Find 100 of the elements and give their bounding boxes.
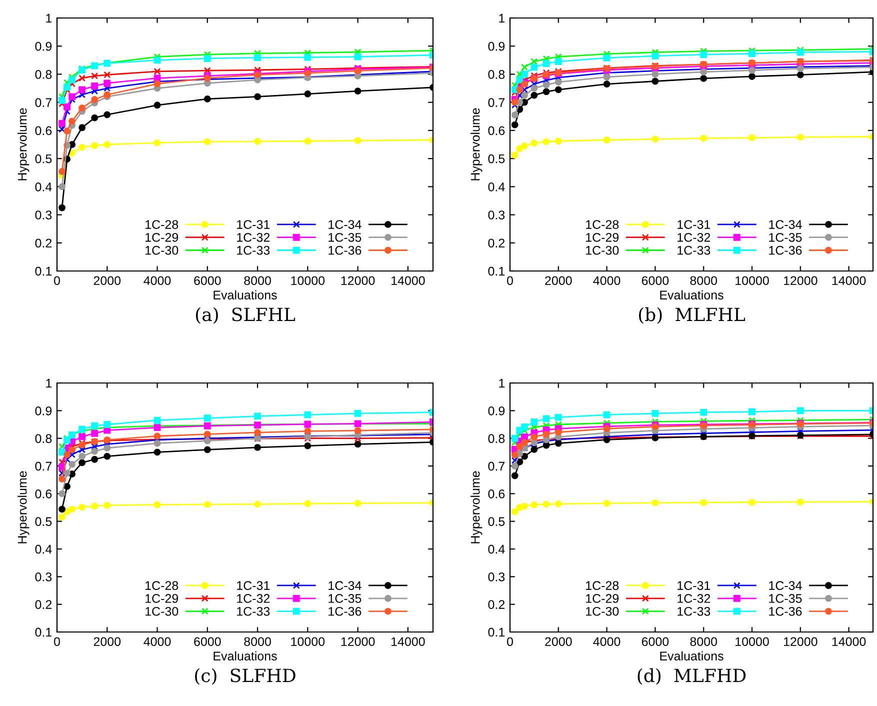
x-tick-label: 12000 [784, 637, 818, 646]
x-tick-label: 14000 [832, 276, 866, 286]
y-tick-label: 0.9 [35, 406, 52, 416]
y-tick-label: 0.5 [488, 517, 505, 526]
y-axis-title: Hypervolume [18, 471, 30, 544]
y-tick-label: 0.9 [488, 42, 505, 51]
x-tick-label: 8000 [244, 276, 271, 286]
legend-label: 1C-32 [678, 232, 710, 242]
y-tick-label: 1 [46, 14, 52, 23]
x-tick-label: 8000 [690, 276, 718, 286]
legend-label: 1C-34 [328, 581, 362, 590]
legend-label: 1C-35 [769, 232, 802, 242]
x-tick-label: 2000 [545, 637, 572, 646]
x-tick-label: 6000 [642, 637, 669, 646]
legend-label: 1C-36 [328, 606, 362, 616]
x-tick-label: 4000 [144, 637, 171, 646]
legend-label: 1C-31 [678, 220, 710, 229]
x-tick-label: 6000 [194, 637, 221, 646]
text: (b) MLFHL [638, 307, 745, 324]
y-tick-label: 0.5 [488, 154, 505, 164]
y-tick-label: 0.7 [488, 462, 505, 471]
y-tick-label: 1 [499, 378, 505, 388]
x-tick-label: 4000 [144, 276, 171, 286]
y-tick-label: 0.1 [35, 266, 52, 276]
y-tick-label: 0.4 [488, 182, 505, 192]
y-tick-label: 1 [499, 14, 505, 23]
x-tick-label: 12000 [341, 276, 375, 286]
legend-label: 1C-28 [586, 220, 619, 229]
legend-label: 1C-36 [328, 246, 362, 255]
text: (d) MLFHD [638, 668, 746, 685]
y-axis-title: Hypervolume [470, 471, 482, 544]
text: (a) SLFHL [196, 307, 296, 324]
x-tick-label: 2000 [94, 637, 121, 646]
x-axis-title: Evaluations [214, 290, 277, 300]
legend-label: 1C-33 [237, 246, 270, 255]
legend-label: 1C-35 [769, 594, 802, 603]
legend-label: 1C-34 [769, 220, 802, 229]
x-tick-label: 0 [54, 637, 60, 646]
y-tick-label: 0.3 [488, 210, 505, 220]
y-tick-label: 0.5 [35, 517, 52, 526]
y-tick-label: 0.8 [35, 70, 52, 79]
y-tick-label: 0.3 [35, 572, 52, 582]
y-tick-label: 0.6 [488, 126, 505, 136]
x-tick-label: 8000 [244, 637, 271, 646]
y-tick-label: 0.8 [488, 70, 505, 79]
x-tick-label: 2000 [94, 276, 121, 286]
legend-label: 1C-36 [769, 246, 802, 255]
legend-label: 1C-32 [678, 594, 710, 603]
legend-label: 1C-34 [328, 220, 362, 229]
legend-label: 1C-28 [146, 581, 178, 590]
y-tick-label: 0.4 [488, 544, 505, 554]
legend-label: 1C-31 [237, 581, 270, 590]
y-tick-label: 1 [46, 378, 52, 388]
y-tick-label: 0.5 [35, 154, 52, 164]
legend-label: 1C-30 [586, 246, 619, 255]
y-tick-label: 0.1 [488, 266, 505, 276]
y-tick-label: 0.9 [35, 42, 52, 51]
y-tick-label: 0.4 [35, 544, 52, 554]
legend-label: 1C-34 [769, 581, 802, 590]
legend-label: 1C-30 [586, 606, 619, 616]
y-tick-label: 0.8 [488, 434, 505, 443]
y-tick-label: 0.3 [35, 210, 52, 220]
legend-label: 1C-33 [678, 246, 710, 255]
legend-label: 1C-30 [146, 606, 178, 616]
legend-label: 1C-28 [586, 581, 619, 590]
legend-label: 1C-33 [678, 606, 710, 616]
x-tick-label: 6000 [194, 276, 221, 286]
legend-label: 1C-32 [237, 594, 270, 603]
y-tick-label: 0.1 [488, 628, 505, 637]
y-tick-label: 0.4 [35, 182, 52, 192]
legend-label: 1C-35 [328, 232, 362, 242]
x-tick-label: 14000 [392, 276, 425, 286]
y-tick-label: 0.6 [35, 489, 52, 498]
text: (c) SLFHD [195, 668, 296, 685]
y-tick-label: 0.1 [35, 628, 52, 637]
y-tick-label: 0.2 [35, 238, 52, 248]
y-tick-label: 0.7 [35, 462, 52, 471]
x-tick-label: 12000 [341, 637, 375, 646]
x-tick-label: 0 [507, 276, 513, 286]
legend-label: 1C-35 [328, 594, 362, 603]
y-tick-label: 0.6 [35, 126, 52, 136]
legend-label: 1C-28 [146, 220, 178, 229]
y-tick-label: 0.2 [35, 600, 52, 609]
y-tick-label: 0.8 [35, 434, 52, 443]
x-tick-label: 2000 [545, 276, 572, 286]
legend-label: 1C-31 [678, 581, 710, 590]
x-tick-label: 0 [507, 637, 513, 646]
x-tick-label: 12000 [784, 276, 818, 286]
legend-label: 1C-29 [146, 232, 178, 242]
x-axis-title: Evaluations [660, 290, 724, 300]
y-axis-title: Hypervolume [470, 108, 482, 180]
x-tick-label: 14000 [832, 637, 866, 646]
legend-label: 1C-30 [146, 246, 178, 255]
legend-label: 1C-31 [237, 220, 270, 229]
x-tick-label: 8000 [690, 637, 718, 646]
x-tick-label: 4000 [593, 276, 620, 286]
x-axis-title: Evaluations [214, 651, 277, 660]
legend-label: 1C-36 [769, 606, 802, 616]
y-tick-label: 0.3 [488, 572, 505, 582]
legend-label: 1C-29 [586, 594, 619, 603]
